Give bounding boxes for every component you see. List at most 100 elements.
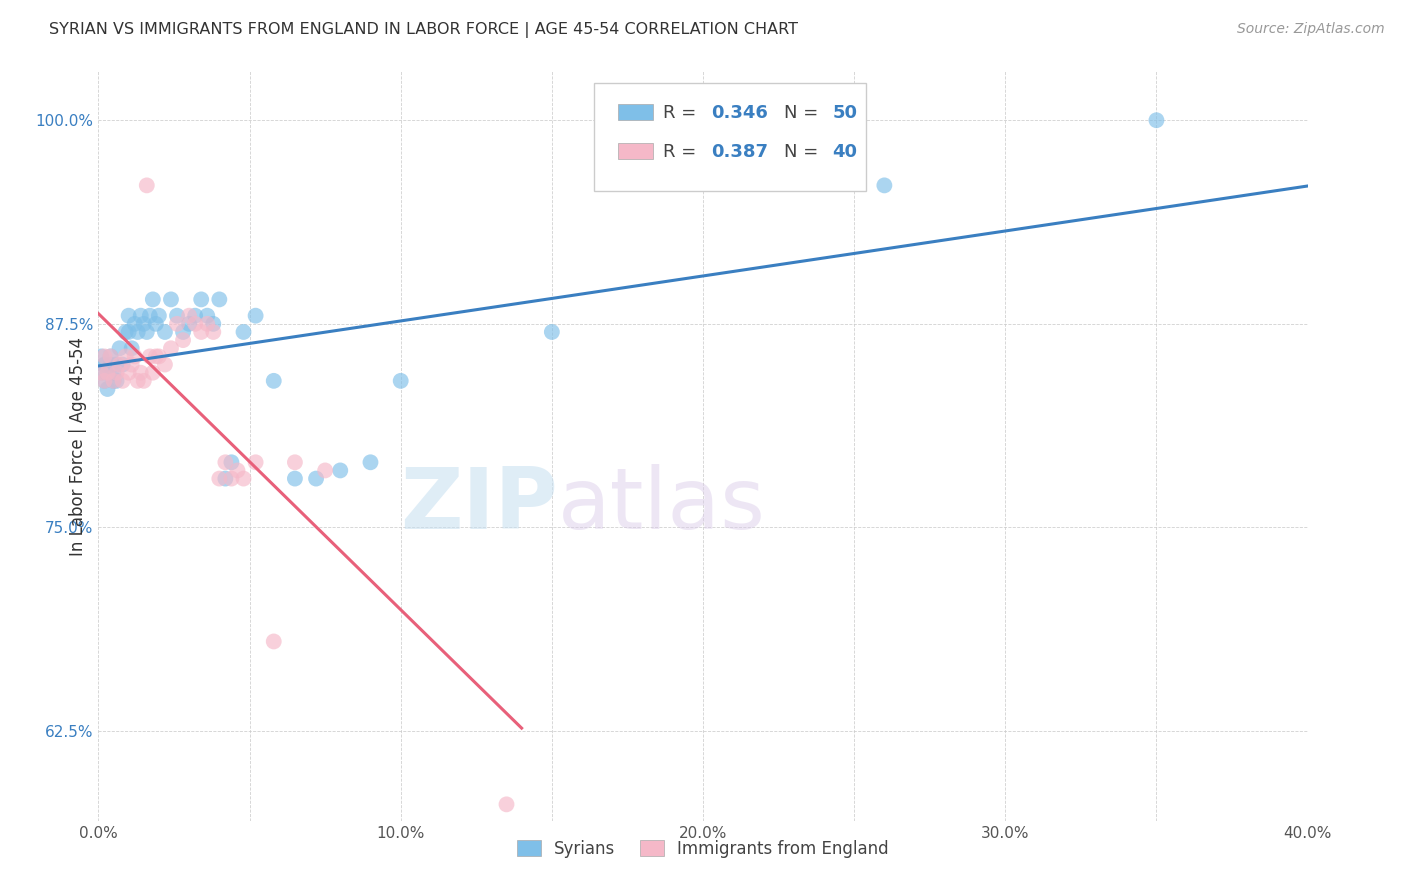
Point <box>190 293 212 307</box>
Y-axis label: In Labor Force | Age 45-54: In Labor Force | Age 45-54 <box>69 336 87 556</box>
Point <box>145 350 167 364</box>
Point <box>96 366 118 380</box>
Point <box>90 366 112 380</box>
Point <box>142 293 165 307</box>
Point <box>208 472 231 486</box>
Point <box>221 472 243 486</box>
Text: R =: R = <box>662 103 702 121</box>
Point <box>124 317 146 331</box>
Point <box>100 358 122 372</box>
Point <box>221 455 243 469</box>
Point <box>226 463 249 477</box>
Point <box>305 472 328 486</box>
Point <box>153 358 176 372</box>
Point <box>90 366 112 380</box>
Point <box>100 350 122 364</box>
Point <box>105 374 128 388</box>
Point <box>118 309 141 323</box>
Point <box>179 317 201 331</box>
Point <box>124 350 146 364</box>
Point <box>389 374 412 388</box>
Text: N =: N = <box>783 143 824 161</box>
Point <box>190 325 212 339</box>
Point <box>103 374 125 388</box>
Point <box>139 350 162 364</box>
Point <box>172 325 194 339</box>
Point <box>184 309 207 323</box>
Point <box>495 797 517 812</box>
Point <box>166 309 188 323</box>
Point <box>132 374 155 388</box>
Point <box>111 374 134 388</box>
Point <box>195 317 218 331</box>
Point <box>127 374 149 388</box>
Point <box>129 366 152 380</box>
Point <box>103 374 125 388</box>
Point <box>118 366 141 380</box>
Point <box>232 472 254 486</box>
Point <box>284 472 307 486</box>
Point <box>135 178 157 193</box>
Point <box>184 317 207 331</box>
Point <box>179 309 201 323</box>
Point <box>284 455 307 469</box>
Point <box>111 358 134 372</box>
Point <box>108 341 131 355</box>
Point <box>114 350 136 364</box>
Point <box>93 374 115 388</box>
Point <box>1144 113 1167 128</box>
Point <box>153 325 176 339</box>
Point <box>142 366 165 380</box>
Text: R =: R = <box>662 143 702 161</box>
Point <box>360 455 382 469</box>
Point <box>108 358 131 372</box>
FancyBboxPatch shape <box>595 83 866 191</box>
Point <box>160 341 183 355</box>
Point <box>145 317 167 331</box>
Text: atlas: atlas <box>558 465 766 548</box>
Point <box>93 358 115 372</box>
Point <box>105 366 128 380</box>
Text: ZIP: ZIP <box>401 465 558 548</box>
Point <box>127 325 149 339</box>
Point <box>135 325 157 339</box>
Point <box>96 382 118 396</box>
Point <box>172 333 194 347</box>
Text: 40: 40 <box>832 143 858 161</box>
Point <box>103 366 125 380</box>
Point <box>314 463 336 477</box>
Point <box>132 317 155 331</box>
Point <box>214 472 236 486</box>
Point <box>93 350 115 364</box>
FancyBboxPatch shape <box>619 104 654 120</box>
Point <box>96 366 118 380</box>
Point <box>214 455 236 469</box>
Point <box>208 293 231 307</box>
Point <box>329 463 352 477</box>
Point <box>195 309 218 323</box>
Point <box>202 317 225 331</box>
Point <box>245 455 267 469</box>
Point <box>129 309 152 323</box>
Point <box>118 325 141 339</box>
Point <box>93 374 115 388</box>
Point <box>114 325 136 339</box>
Point <box>202 325 225 339</box>
Point <box>166 317 188 331</box>
FancyBboxPatch shape <box>619 143 654 159</box>
Point <box>245 309 267 323</box>
Text: 50: 50 <box>832 103 858 121</box>
Point <box>100 350 122 364</box>
Point <box>121 341 143 355</box>
Point <box>873 178 896 193</box>
Point <box>90 350 112 364</box>
Text: Source: ZipAtlas.com: Source: ZipAtlas.com <box>1237 22 1385 37</box>
Legend: Syrians, Immigrants from England: Syrians, Immigrants from England <box>510 833 896 864</box>
Text: N =: N = <box>783 103 824 121</box>
Point <box>121 358 143 372</box>
Point <box>232 325 254 339</box>
Point <box>263 374 285 388</box>
Point <box>540 325 562 339</box>
Point <box>148 309 170 323</box>
Point <box>139 309 162 323</box>
